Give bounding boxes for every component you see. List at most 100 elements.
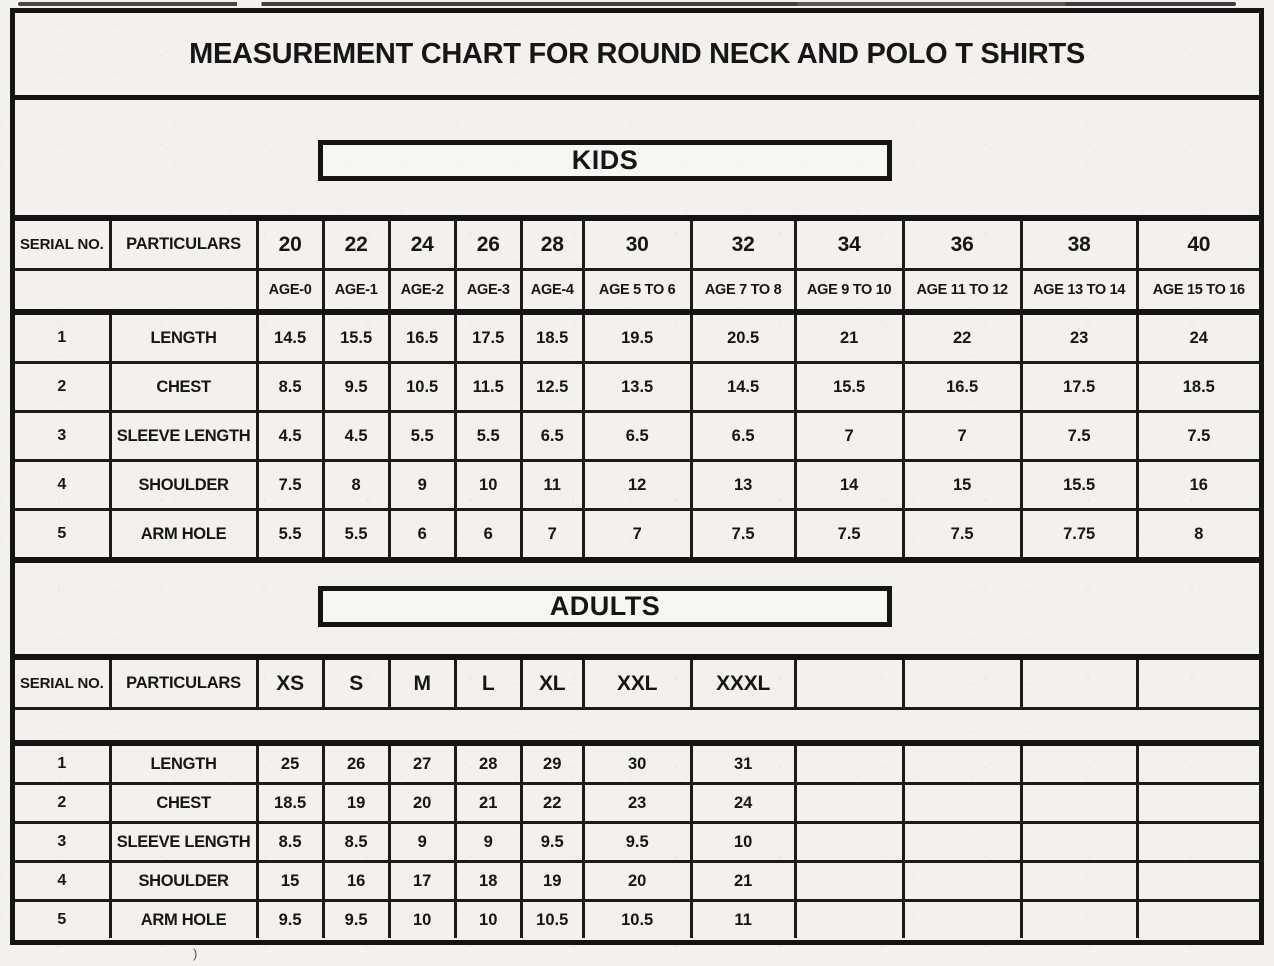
adults-table-row: 5 ARM HOLE 9.5 9.5 10 10 10.5 10.5 11	[15, 900, 1259, 938]
adults-measurement-value-cell: 31	[689, 743, 796, 785]
scan-artifact-mark: )	[193, 946, 198, 961]
kids-measurement-value-cell: 8.5	[255, 362, 324, 413]
adults-particulars-header: PARTICULARS	[108, 657, 258, 710]
kids-size-header-cell: 24	[387, 218, 456, 271]
adults-measurement-value-cell: 9	[453, 822, 522, 863]
kids-age-label-cell: AGE 9 TO 10	[793, 269, 904, 315]
kids-measurement-value-cell: 24	[1135, 312, 1259, 364]
adults-measurement-value-cell	[1135, 861, 1259, 902]
adults-measurement-value-cell: 11	[689, 900, 796, 938]
kids-measurement-value-cell: 16.5	[901, 362, 1022, 413]
adults-table-row: 1 LENGTH 25 26 27 28 29 30 31	[15, 743, 1259, 785]
kids-size-header-cell: 26	[453, 218, 522, 271]
kids-measurement-value-cell: 7.75	[1019, 509, 1138, 560]
adults-measurement-value-cell: 10.5	[581, 900, 692, 938]
adults-particular-label: SHOULDER	[108, 861, 258, 902]
kids-measurement-value-cell: 17.5	[1019, 362, 1138, 413]
kids-measurement-value-cell: 17.5	[453, 312, 522, 364]
adults-serial-cell: 5	[57, 911, 67, 928]
adults-measurement-value-cell: 20	[387, 783, 456, 824]
adults-size-header-cell: S	[321, 657, 390, 710]
kids-measurement-value-cell: 13.5	[581, 362, 692, 413]
adults-measurement-value-cell: 9.5	[321, 900, 390, 938]
kids-measurement-value-cell: 14.5	[689, 362, 796, 413]
kids-measurement-value-cell: 15.5	[1019, 460, 1138, 511]
kids-measurement-value-cell: 11.5	[453, 362, 522, 413]
adults-measurement-value-cell: 18	[453, 861, 522, 902]
kids-measurement-value-cell: 14	[793, 460, 904, 511]
kids-measurement-value-cell: 5.5	[321, 509, 390, 560]
kids-measurement-value-cell: 19.5	[581, 312, 692, 364]
kids-serial-cell: 4	[15, 460, 111, 511]
kids-serial-cell: 5	[57, 525, 67, 542]
adults-measurement-value-cell	[1135, 822, 1259, 863]
kids-size-header-cell: 22	[321, 218, 390, 271]
adults-particular-label: LENGTH	[108, 743, 258, 785]
kids-measurement-value-cell: 7	[581, 509, 692, 560]
kids-age-label-cell: AGE 5 TO 6	[581, 269, 692, 315]
adults-measurement-value-cell: 19	[519, 861, 584, 902]
kids-measurement-value-cell: 6.5	[519, 411, 584, 462]
kids-measurement-value-cell: 10.5	[387, 362, 456, 413]
adults-size-header-cell	[793, 657, 904, 710]
kids-serial-cell: 3	[15, 411, 111, 462]
chart-title: MEASUREMENT CHART FOR ROUND NECK AND POL…	[189, 37, 1085, 70]
adults-measurement-value-cell: 8.5	[321, 822, 390, 863]
adults-measurement-value-cell: 16	[321, 861, 390, 902]
kids-particular-label: CHEST	[108, 362, 258, 413]
kids-banner-box: KIDS	[318, 140, 892, 181]
kids-measurement-value-cell: 12.5	[519, 362, 584, 413]
kids-measurement-value-cell: 16.5	[387, 312, 456, 364]
kids-measurement-value-cell: 8	[321, 460, 390, 511]
adults-measurement-value-cell: 30	[581, 743, 692, 785]
kids-measurement-table: SERIAL NO. PARTICULARS 20 22 24 26 28 30 32 34 36 3…	[15, 215, 1259, 563]
kids-measurement-value-cell: 18.5	[519, 312, 584, 364]
adults-measurement-value-cell: 9.5	[255, 900, 324, 938]
kids-age-label-cell: AGE 11 TO 12	[901, 269, 1022, 315]
kids-measurement-value-cell: 15.5	[793, 362, 904, 413]
kids-age-label-cell: AGE-1	[321, 269, 390, 315]
adults-measurement-value-cell: 19	[321, 783, 390, 824]
adults-serial-cell: 1	[15, 743, 111, 785]
adults-spacer-row-cell	[15, 708, 1259, 746]
kids-age-label-cell: AGE 13 TO 14	[1019, 269, 1138, 315]
adults-size-header-cell	[901, 657, 1022, 710]
kids-size-header-cell: 40	[1135, 218, 1259, 271]
kids-measurement-value-cell: 6.5	[581, 411, 692, 462]
kids-particulars-header: PARTICULARS	[108, 218, 258, 271]
adults-measurement-value-cell: 20	[581, 861, 692, 902]
kids-measurement-value-cell: 7	[793, 411, 904, 462]
kids-measurement-value-cell: 4.5	[255, 411, 324, 462]
kids-age-row-merged-cell	[15, 269, 258, 315]
adults-measurement-value-cell	[901, 822, 1022, 863]
adults-measurement-value-cell: 17	[387, 861, 456, 902]
kids-measurement-value-cell: 9.5	[321, 362, 390, 413]
adults-table-row: 4 SHOULDER 15 16 17 18 19 20 21	[15, 861, 1259, 902]
adults-measurement-value-cell: 10	[689, 822, 796, 863]
adults-measurement-value-cell	[901, 861, 1022, 902]
adults-size-header-cell	[1019, 657, 1138, 710]
adults-measurement-value-cell	[1019, 743, 1138, 785]
adults-particular-label: ARM HOLE	[108, 900, 258, 938]
adults-measurement-value-cell	[901, 783, 1022, 824]
kids-age-label-cell: AGE-3	[453, 269, 522, 315]
kids-size-header-cell: 28	[519, 218, 584, 271]
kids-banner-area: KIDS	[15, 100, 1259, 215]
kids-measurement-value-cell: 22	[901, 312, 1022, 364]
adults-measurement-value-cell	[793, 822, 904, 863]
adults-size-header-cell: L	[453, 657, 522, 710]
adults-banner-box: ADULTS	[318, 586, 892, 627]
kids-particular-label: LENGTH	[108, 312, 258, 364]
kids-measurement-value-cell: 15	[901, 460, 1022, 511]
adults-measurement-value-cell: 18.5	[255, 783, 324, 824]
adults-measurement-value-cell: 21	[453, 783, 522, 824]
kids-table-row: 1 LENGTH 14.5 15.5 16.5 17.5 18.5 19.5 20.5 21 22 2…	[15, 312, 1259, 364]
adults-measurement-value-cell	[1135, 900, 1259, 938]
adults-size-header-cell: XXXL	[689, 657, 796, 710]
adults-measurement-value-cell: 9.5	[519, 822, 584, 863]
adults-measurement-value-cell: 10.5	[519, 900, 584, 938]
kids-age-label-cell: AGE-2	[387, 269, 456, 315]
adults-measurement-value-cell: 9.5	[581, 822, 692, 863]
kids-table-row: 3 SLEEVE LENGTH 4.5 4.5 5.5 5.5 6.5 6.5 6.5 7 7 7.5…	[15, 411, 1259, 462]
kids-measurement-value-cell: 5.5	[255, 509, 324, 560]
